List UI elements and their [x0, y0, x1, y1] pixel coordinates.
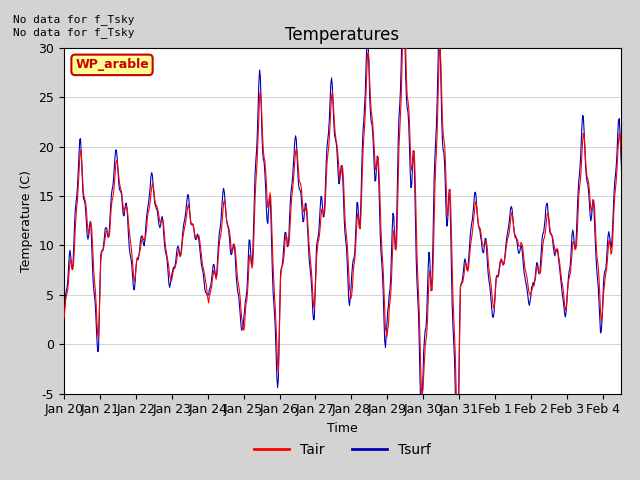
Text: No data for f_Tsky
No data for f_Tsky: No data for f_Tsky No data for f_Tsky [13, 14, 134, 38]
Text: WP_arable: WP_arable [75, 59, 149, 72]
Y-axis label: Temperature (C): Temperature (C) [20, 170, 33, 272]
Title: Temperatures: Temperatures [285, 25, 399, 44]
X-axis label: Time: Time [327, 422, 358, 435]
Legend: Tair, Tsurf: Tair, Tsurf [248, 438, 436, 463]
